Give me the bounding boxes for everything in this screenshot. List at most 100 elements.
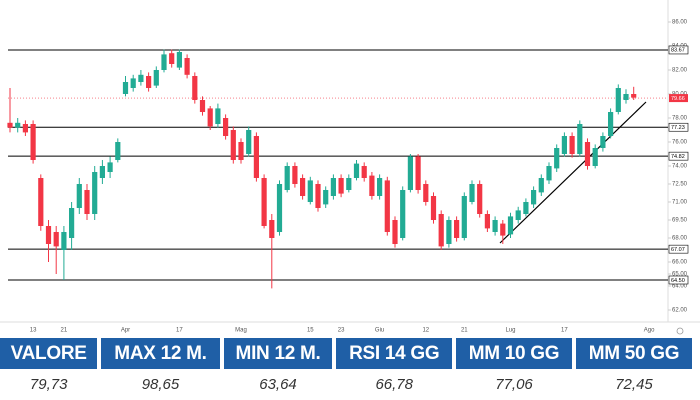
y-tick-label: 78.00 xyxy=(672,116,688,122)
x-tick-label: 12 xyxy=(422,328,429,334)
candle-body xyxy=(230,130,236,160)
candle-body xyxy=(184,58,190,75)
header-cell: MAX 12 M. xyxy=(101,338,220,369)
x-tick-label: 13 xyxy=(30,328,37,334)
candle-body xyxy=(430,196,437,220)
settings-icon[interactable] xyxy=(676,327,684,335)
candle-body xyxy=(361,166,367,178)
y-tick-label: 71.00 xyxy=(672,200,688,206)
level-label-box xyxy=(668,45,689,55)
candle-body xyxy=(615,88,621,112)
candle-body xyxy=(584,142,591,166)
candle-body xyxy=(415,156,421,190)
y-tick-label: 72.50 xyxy=(672,182,688,188)
candle-body xyxy=(384,180,390,232)
candle-body xyxy=(515,210,521,220)
candle-body xyxy=(631,94,637,98)
candle-body xyxy=(115,142,121,160)
candle-body xyxy=(592,148,598,166)
y-tick-label: 74.00 xyxy=(672,164,688,170)
header-cell: VALORE xyxy=(0,338,98,369)
level-label: 77.23 xyxy=(671,125,685,131)
y-tick-label: 65.00 xyxy=(672,272,688,278)
last-price-box xyxy=(669,94,688,103)
candle-body xyxy=(600,136,606,148)
candle-body xyxy=(377,178,383,196)
y-tick-label: 62.00 xyxy=(672,308,688,314)
header-cell: MM 50 GG xyxy=(576,338,692,369)
candle-body xyxy=(461,196,467,238)
candle-body xyxy=(608,112,614,136)
candle-body xyxy=(7,122,13,128)
candle-body xyxy=(53,232,59,247)
candle-body xyxy=(315,184,321,208)
x-tick-label: 15 xyxy=(307,328,314,334)
level-label: 83.67 xyxy=(671,48,685,54)
candle-body xyxy=(215,108,221,124)
candle-body xyxy=(223,118,229,136)
candle-body xyxy=(130,78,136,88)
last-price-label: 79.66 xyxy=(671,96,685,102)
candle-body xyxy=(369,175,375,196)
y-tick-label: 68.00 xyxy=(672,236,688,242)
candle-body xyxy=(507,216,514,235)
value-cell: 79,73 xyxy=(29,376,68,393)
candle-body xyxy=(438,214,444,247)
level-label-box xyxy=(668,122,689,132)
candle-body xyxy=(253,136,259,178)
candle-body xyxy=(531,190,537,205)
candle-body xyxy=(207,108,213,127)
x-tick-label: Apr xyxy=(121,328,130,334)
candle-body xyxy=(307,180,313,202)
candle-body xyxy=(469,184,475,202)
candle-body xyxy=(276,184,283,232)
level-label-box xyxy=(668,151,689,161)
candle-body xyxy=(538,178,544,193)
candle-body xyxy=(561,136,567,154)
candle-body xyxy=(107,162,113,172)
candle-body xyxy=(238,142,244,160)
candle-body xyxy=(523,202,529,214)
candle-body xyxy=(477,184,483,214)
candlestick-chart: 86.0084.0082.0080.0078.0076.0074.0072.50… xyxy=(0,0,700,335)
value-cell: 63,64 xyxy=(259,376,297,393)
candle-body xyxy=(169,53,175,64)
header-cell: MIN 12 M. xyxy=(223,338,333,369)
candle-body xyxy=(300,178,306,196)
candle-body xyxy=(15,122,21,128)
candle-body xyxy=(577,124,583,154)
candle-body xyxy=(392,220,398,244)
candle-body xyxy=(199,100,206,112)
header-cell: RSI 14 GG xyxy=(336,338,453,369)
candle-body xyxy=(284,166,290,190)
y-tick-label: 76.00 xyxy=(672,140,688,146)
candle-body xyxy=(346,178,352,190)
candle-body xyxy=(138,74,144,82)
value-cell: 66,78 xyxy=(375,376,413,393)
x-tick-label: 17 xyxy=(561,328,568,334)
value-cell: 77,06 xyxy=(495,376,533,393)
candle-body xyxy=(330,178,336,196)
candle-body xyxy=(500,223,506,236)
candle-body xyxy=(122,82,129,94)
candle-body xyxy=(484,214,490,229)
candle-body xyxy=(400,190,406,238)
candle-body xyxy=(92,172,98,214)
candle-body xyxy=(292,166,298,184)
candle-body xyxy=(554,148,560,169)
y-tick-label: 64.00 xyxy=(672,284,688,290)
candle-body xyxy=(246,130,252,154)
candle-body xyxy=(407,156,413,190)
candle-body xyxy=(146,76,152,88)
candle-body xyxy=(454,220,460,238)
y-tick-label: 86.00 xyxy=(672,20,688,26)
candle-body xyxy=(76,184,82,208)
candle-body xyxy=(99,166,105,178)
y-tick-label: 69.50 xyxy=(672,218,688,224)
level-label: 74.82 xyxy=(671,154,685,160)
candle-body xyxy=(84,190,90,214)
candle-body xyxy=(338,178,344,194)
candle-body xyxy=(423,184,429,202)
y-tick-label: 66.00 xyxy=(672,260,688,266)
